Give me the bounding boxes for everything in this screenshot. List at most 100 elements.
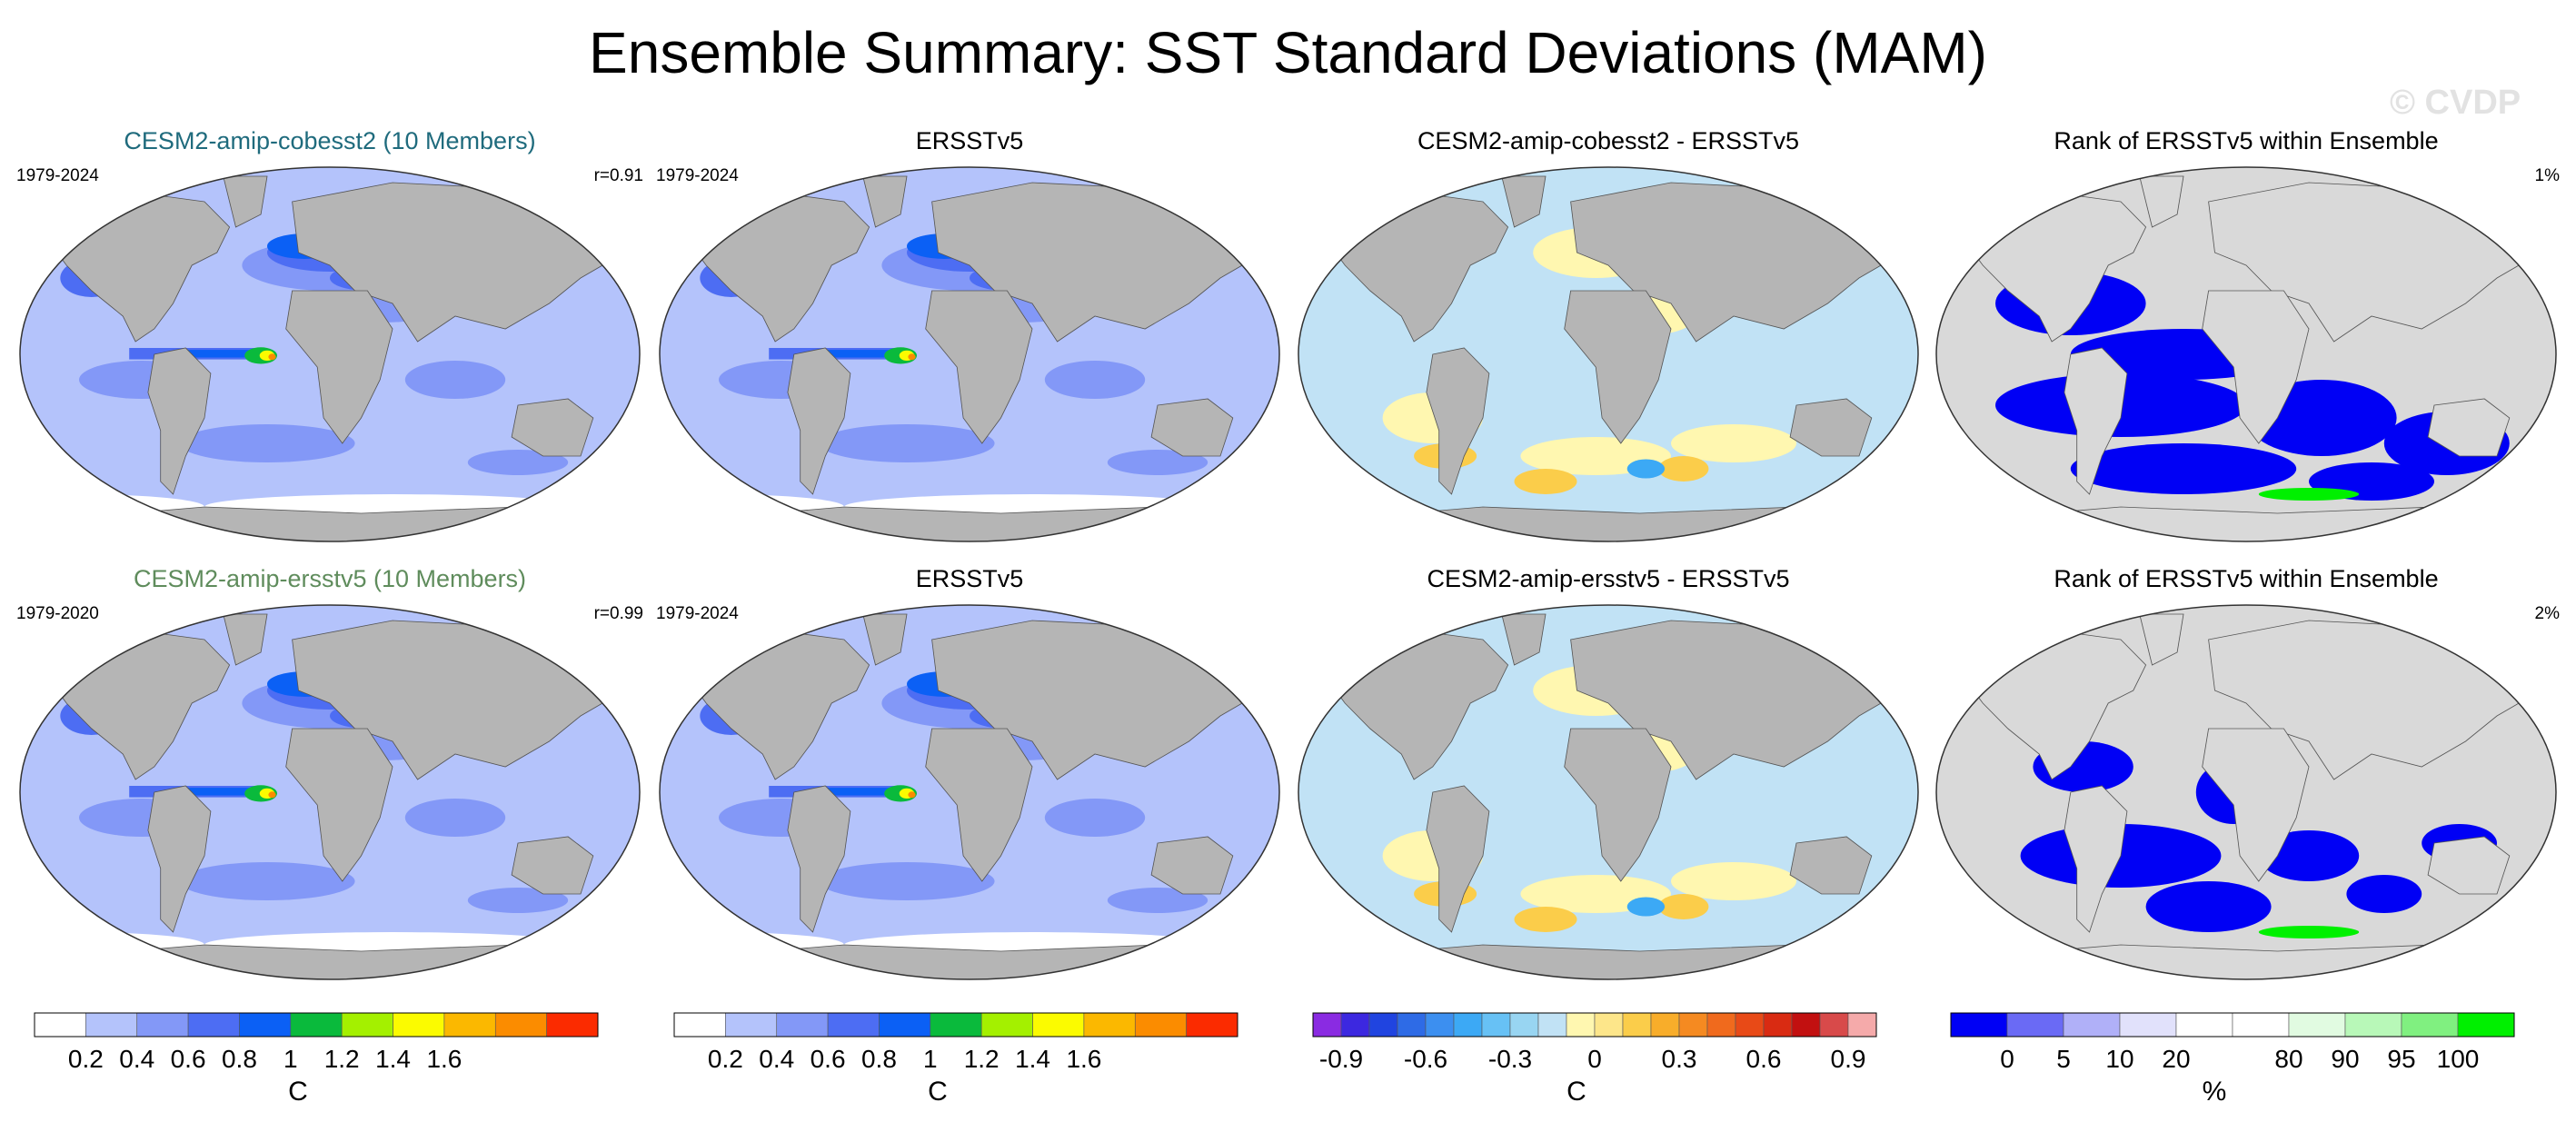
colorbar-swatch	[2232, 1012, 2290, 1038]
colorbar-tick-label: 0.4	[119, 1045, 154, 1073]
colorbar-tick-label: -0.6	[1404, 1045, 1447, 1073]
colorbar-swatch	[1509, 1012, 1539, 1038]
colorbar-swatch	[1134, 1012, 1187, 1038]
colorbar-swatch	[393, 1012, 445, 1038]
colorbar-tick-label: 0.3	[1662, 1045, 1697, 1073]
colorbar-swatch	[341, 1012, 393, 1038]
rank-map-panel	[1935, 604, 2557, 980]
colorbar-swatch	[2175, 1012, 2233, 1038]
colorbar-swatch	[1847, 1012, 1877, 1038]
colorbar-swatch	[290, 1012, 343, 1038]
colorbar-swatch	[2344, 1012, 2402, 1038]
panel-title: Rank of ERSSTv5 within Ensemble	[2054, 127, 2439, 154]
colorbar-swatch	[776, 1012, 829, 1038]
panel-title: CESM2-amip-cobesst2 (10 Members)	[124, 127, 536, 154]
diff-map-panel	[1298, 604, 1919, 980]
colorbar-tick-label: 100	[2437, 1045, 2480, 1073]
colorbar-swatch	[2457, 1012, 2515, 1038]
colorbar-tick-label: 1	[923, 1045, 938, 1073]
colorbar-tick-label: 5	[2056, 1045, 2071, 1073]
colorbar-swatch	[1735, 1012, 1765, 1038]
panel-title: CESM2-amip-cobesst2 - ERSSTv5	[1417, 127, 1800, 154]
cvdp-watermark: © CVDP	[2390, 84, 2521, 122]
colorbar-swatch	[1312, 1012, 1342, 1038]
colorbar-swatch	[980, 1012, 1033, 1038]
colorbar-swatch	[1678, 1012, 1708, 1038]
colorbar-tick-label: 1.2	[964, 1045, 1000, 1073]
panel-title: CESM2-amip-ersstv5 - ERSSTv5	[1427, 565, 1790, 592]
colorbar-tick-label: 0.6	[171, 1045, 206, 1073]
colorbar-swatch	[879, 1012, 931, 1038]
colorbar-tick-label: 1.2	[324, 1045, 360, 1073]
panel-title: ERSSTv5	[915, 127, 1024, 154]
colorbar-swatch	[1481, 1012, 1511, 1038]
colorbar-swatch	[136, 1012, 189, 1038]
colorbar-swatch	[1537, 1012, 1567, 1038]
area-percent-label: 1%	[2534, 166, 2560, 185]
colorbar-swatch	[85, 1012, 138, 1038]
sst-map-panel	[19, 604, 641, 980]
colorbar-tick-label: 1.4	[1015, 1045, 1050, 1073]
colorbar-unit-label: C	[1566, 1077, 1586, 1107]
colorbar-swatch	[187, 1012, 240, 1038]
colorbar-swatch	[1566, 1012, 1596, 1038]
colorbar-tick-label: 0.8	[861, 1045, 897, 1073]
colorbar-tick-label: 0.4	[759, 1045, 794, 1073]
colorbar-tick-label: 0.2	[708, 1045, 743, 1073]
rank-colorbar: 0 5 10 20 80 90 95 100%	[1950, 1012, 2515, 1107]
sst-map-panel	[659, 604, 1280, 980]
colorbar-tick-label: -0.9	[1319, 1045, 1363, 1073]
colorbar-swatch	[2401, 1012, 2459, 1038]
colorbar-swatch	[1340, 1012, 1370, 1038]
rank-map-panel	[1935, 166, 2557, 542]
period-label: 1979-2024	[656, 604, 739, 623]
sst-colorbar: 0.2 0.4 0.6 0.8 1 1.2 1.4 1.6 C	[34, 1012, 599, 1107]
colorbar-swatch	[1453, 1012, 1483, 1038]
colorbar-swatch	[1650, 1012, 1680, 1038]
colorbar-tick-label: 0.8	[222, 1045, 257, 1073]
diff-map-panel	[1298, 166, 1919, 542]
colorbar-tick-label: -0.3	[1488, 1045, 1532, 1073]
colorbar-swatch	[673, 1012, 726, 1038]
period-label: 1979-2024	[16, 166, 99, 185]
pattern-correlation-label: r=0.91	[593, 166, 643, 185]
colorbar-swatch	[1622, 1012, 1652, 1038]
period-label: 1979-2020	[16, 604, 99, 623]
diff-colorbar: -0.9 -0.6 -0.3 0 0.3 0.6 0.9 C	[1312, 1012, 1877, 1107]
colorbar-swatch	[443, 1012, 496, 1038]
colorbar-swatch	[1706, 1012, 1736, 1038]
colorbar-swatch	[2063, 1012, 2121, 1038]
colorbar-tick-label: 1.4	[375, 1045, 411, 1073]
colorbar-swatch	[1368, 1012, 1398, 1038]
sst-colorbar: 0.2 0.4 0.6 0.8 1 1.2 1.4 1.6 C	[673, 1012, 1238, 1107]
colorbar-tick-label: 0	[1587, 1045, 1602, 1073]
colorbar-tick-label: 0.9	[1831, 1045, 1866, 1073]
colorbar-tick-label: 95	[2387, 1045, 2415, 1073]
colorbar-swatch	[494, 1012, 547, 1038]
period-label: 1979-2024	[656, 166, 739, 185]
colorbar-swatch	[1763, 1012, 1793, 1038]
panel-title: ERSSTv5	[915, 565, 1024, 592]
colorbar-tick-label: 10	[2105, 1045, 2133, 1073]
colorbar-swatch	[1791, 1012, 1821, 1038]
colorbar-unit-label: %	[2203, 1077, 2227, 1107]
colorbar-tick-label: 20	[2162, 1045, 2190, 1073]
colorbar-swatch	[1083, 1012, 1136, 1038]
colorbar-tick-label: 0.6	[1746, 1045, 1782, 1073]
panel-title: Rank of ERSSTv5 within Ensemble	[2054, 565, 2439, 592]
colorbar-tick-label: 80	[2274, 1045, 2302, 1073]
colorbar-tick-label: 90	[2331, 1045, 2359, 1073]
colorbar-unit-label: C	[288, 1077, 308, 1107]
colorbar-tick-label: 1	[283, 1045, 298, 1073]
sst-map-panel	[659, 166, 1280, 542]
pattern-correlation-label: r=0.99	[593, 604, 643, 623]
colorbar-tick-label: 1.6	[426, 1045, 462, 1073]
colorbar-swatch	[1032, 1012, 1085, 1038]
colorbar-tick-label: 0.6	[811, 1045, 846, 1073]
colorbar-swatch	[546, 1012, 599, 1038]
colorbar-swatch	[239, 1012, 292, 1038]
colorbar-tick-label: 0	[2000, 1045, 2014, 1073]
colorbar-swatch	[1425, 1012, 1455, 1038]
colorbar-tick-label: 1.6	[1066, 1045, 1101, 1073]
colorbar-swatch	[1594, 1012, 1624, 1038]
